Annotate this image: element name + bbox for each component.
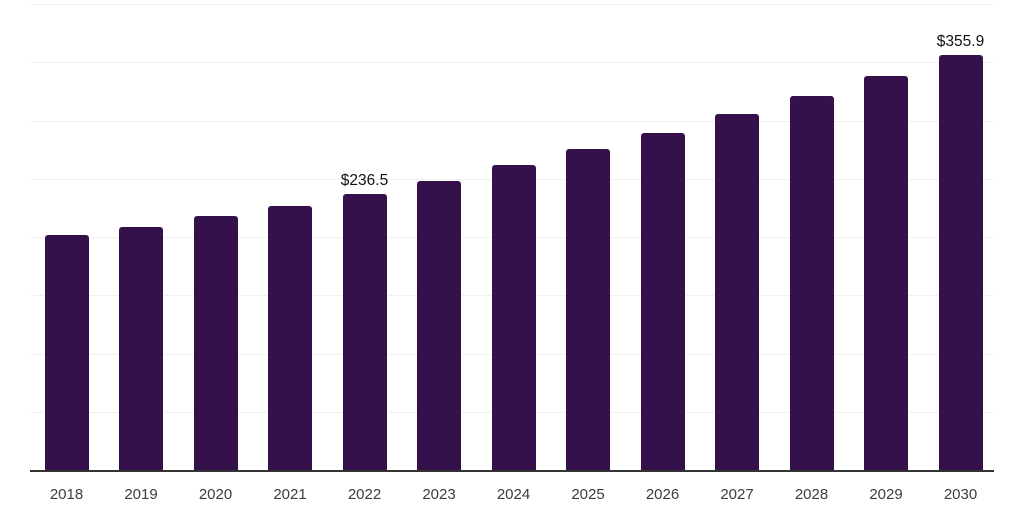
x-tick-label-2021: 2021 — [273, 486, 307, 503]
x-tick-label-2023: 2023 — [422, 486, 456, 503]
gridline — [30, 62, 994, 64]
x-tick-label-2027: 2027 — [720, 486, 754, 503]
bar-2026 — [640, 132, 685, 470]
x-tick-label-2028: 2028 — [794, 486, 829, 503]
x-tick-label-2030: 2030 — [943, 486, 978, 503]
x-tick-label-2026: 2026 — [645, 486, 680, 503]
bar-2030 — [938, 55, 983, 470]
x-tick-label-2019: 2019 — [124, 486, 158, 503]
bar-2024 — [491, 164, 536, 470]
bar-2029 — [864, 76, 908, 470]
bar-2021 — [268, 206, 312, 470]
bar-2028 — [789, 96, 834, 470]
bar-2018 — [44, 235, 89, 470]
value-label-2030: $355.9 — [936, 33, 985, 51]
bar-2022 — [342, 194, 387, 470]
value-label-2022: $236.5 — [340, 172, 389, 190]
bar-2020 — [193, 216, 238, 470]
x-tick-label-2018: 2018 — [49, 486, 84, 503]
x-tick-label-2025: 2025 — [571, 486, 605, 503]
bar-2027 — [715, 113, 759, 470]
bar-2019 — [119, 227, 163, 470]
x-tick-label-2029: 2029 — [869, 486, 903, 503]
bar-2025 — [566, 148, 610, 470]
x-tick-label-2024: 2024 — [496, 486, 531, 503]
gridline — [30, 4, 994, 5]
bar-2023 — [417, 180, 461, 470]
x-axis-line — [30, 470, 994, 472]
gridline — [30, 120, 994, 122]
x-tick-label-2022: 2022 — [347, 486, 382, 503]
x-tick-label-2020: 2020 — [198, 486, 233, 503]
